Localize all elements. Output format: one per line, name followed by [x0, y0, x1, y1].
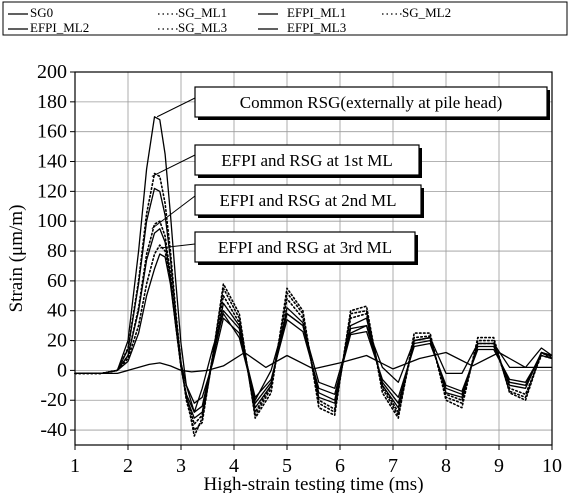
series-line-sg-ml2: [74, 220, 553, 425]
annotations: Common RSG(externally at pile head) EFPI …: [151, 86, 550, 265]
y-tick-label: -20: [40, 389, 67, 411]
legend-label: SG_ML1: [178, 5, 227, 20]
x-tick-label: 3: [176, 455, 186, 477]
plot-frame: [74, 71, 553, 446]
y-tick-label: 180: [37, 91, 67, 113]
x-tick-label: 4: [229, 455, 239, 477]
annotation-leader: [156, 97, 196, 118]
annotation-label: EFPI and RSG at 2nd ML: [219, 191, 396, 210]
series-line-sg-ml1: [74, 172, 553, 431]
series-line-efpi-ml3: [75, 253, 553, 404]
legend-label: SG0: [30, 5, 53, 20]
y-tick-label: 80: [47, 240, 67, 262]
y-tick-label: 160: [37, 121, 67, 143]
x-tick-label: 1: [70, 455, 80, 477]
legend-box: [2, 1, 568, 36]
x-axis-title: High-strain testing time (ms): [203, 474, 423, 493]
annotation-leader: [159, 243, 196, 249]
x-tick-label: 2: [123, 455, 133, 477]
x-tick-label: 8: [441, 455, 451, 477]
annotation-leader: [151, 154, 196, 177]
annotation-box: [194, 184, 422, 216]
y-tick-label: 200: [37, 61, 67, 83]
series-line-unlabelled: [75, 351, 552, 375]
x-tick-label: 5: [282, 455, 292, 477]
x-tick-label: 6: [335, 455, 345, 477]
x-tick-label: 7: [388, 455, 398, 477]
legend-label: EFPI_ML3: [287, 20, 346, 35]
annotation-label: Common RSG(externally at pile head): [240, 93, 503, 112]
legend-label: EFPI_ML1: [287, 5, 346, 20]
y-tick-label: 40: [47, 300, 67, 322]
y-axis-title: Strain (μm/m): [6, 205, 27, 313]
series-line-efpi-ml2: [75, 228, 553, 413]
y-tick-label: 140: [37, 151, 67, 173]
annotation-box: [194, 144, 420, 176]
series-line-sg-ml3: [74, 244, 553, 437]
y-tick-label: 60: [47, 270, 67, 292]
annotation-box: [194, 86, 548, 118]
annotation-box: [194, 231, 416, 263]
legend: SG0 SG_ML1 EFPI_ML1 SG_ML2 EFPI_ML2 SG_ML3 EFP…: [2, 1, 568, 36]
y-tick-label: 0: [57, 359, 67, 381]
legend-label: SG_ML2: [402, 5, 451, 20]
y-tick-label: 20: [47, 330, 67, 352]
y-tick-label: 120: [37, 180, 67, 202]
annotation-label: EFPI and RSG at 3rd ML: [218, 238, 392, 257]
annotation-leader: [151, 195, 196, 230]
series-lines: [74, 116, 553, 437]
series-line-efpi-ml1: [75, 187, 553, 419]
x-tick-label: 9: [494, 455, 504, 477]
legend-label: EFPI_ML2: [30, 20, 89, 35]
y-tick-label: -40: [40, 419, 67, 441]
y-tick-label: 100: [37, 210, 67, 232]
annotation-label: EFPI and RSG at 1st ML: [221, 151, 392, 170]
x-tick-label: 10: [542, 455, 562, 477]
series-line-sg0: [75, 116, 553, 413]
tick-labels: -40 -20 0 20 40 60 80 100 120 140 160 180 200 1 2 3 4 5 6 7…: [37, 61, 562, 477]
legend-label: SG_ML3: [178, 20, 227, 35]
